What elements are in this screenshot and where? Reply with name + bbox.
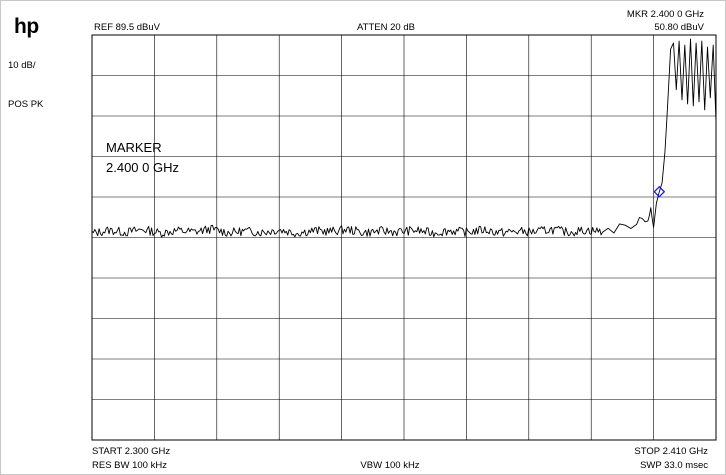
- atten-readout: ATTEN 20 dB: [357, 22, 415, 33]
- resolution-bandwidth-readout: RES BW 100 kHz: [92, 460, 167, 471]
- marker-annotation-title: MARKER: [106, 140, 162, 155]
- trace-group: [91, 38, 717, 238]
- stop-frequency-readout: STOP 2.410 GHz: [634, 446, 708, 457]
- start-frequency-readout: START 2.300 GHz: [92, 446, 171, 457]
- scale-readout: 10 dB/: [8, 60, 36, 71]
- detector-readout: POS PK: [8, 99, 44, 110]
- marker-amplitude-readout: 50.80 dBuV: [654, 22, 704, 33]
- hp-logo: hp: [14, 15, 39, 38]
- marker-frequency-readout: MKR 2.400 0 GHz: [626, 9, 704, 20]
- spectrum-trace-line: [91, 38, 717, 238]
- marker-annotation-frequency: 2.400 0 GHz: [106, 160, 179, 175]
- marker-group: [653, 185, 666, 198]
- ref-level-readout: REF 89.5 dBuV: [94, 22, 161, 33]
- graticule: [91, 34, 717, 441]
- marker-diamond: [653, 185, 666, 198]
- video-bandwidth-readout: VBW 100 kHz: [360, 460, 420, 471]
- sweep-time-readout: SWP 33.0 msec: [640, 460, 708, 471]
